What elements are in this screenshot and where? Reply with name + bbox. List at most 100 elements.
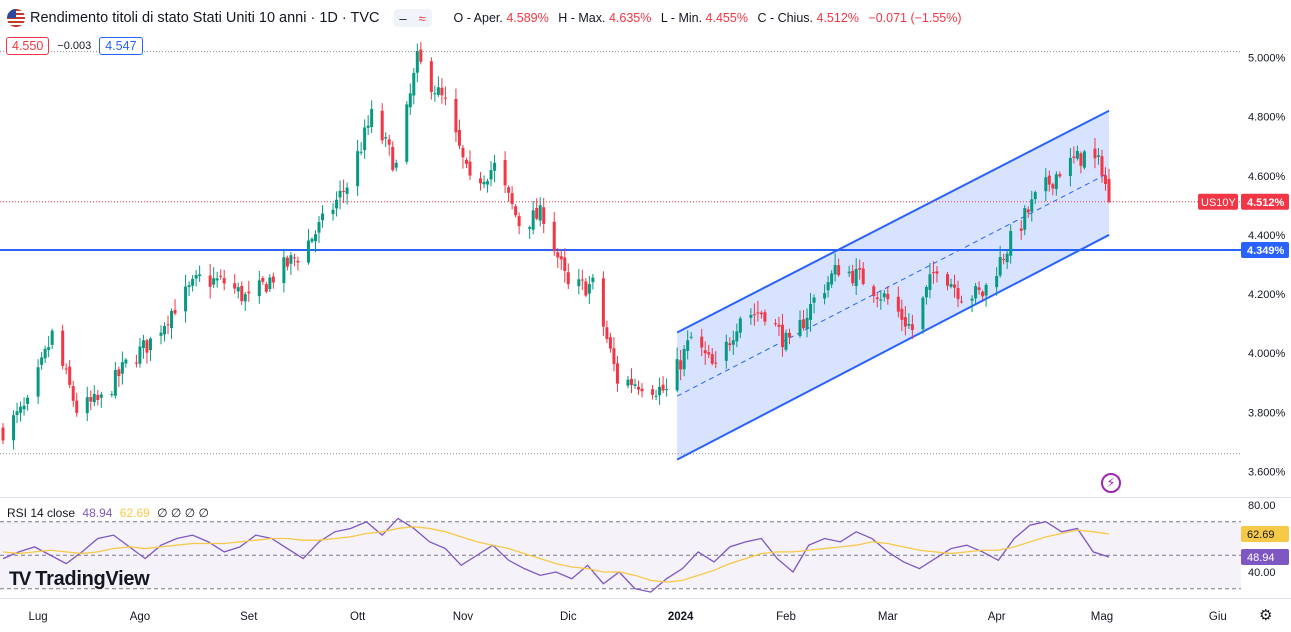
candle-body[interactable]	[285, 257, 289, 267]
candle-body[interactable]	[208, 275, 212, 287]
candle-body[interactable]	[173, 309, 177, 314]
candle-body[interactable]	[50, 330, 54, 345]
candle-body[interactable]	[977, 287, 981, 290]
candle-body[interactable]	[296, 260, 300, 263]
candle-body[interactable]	[749, 314, 753, 318]
wave-icon[interactable]: ≈	[418, 10, 426, 26]
candle-body[interactable]	[559, 256, 563, 260]
candle-body[interactable]	[113, 369, 117, 396]
candle-body[interactable]	[552, 221, 556, 252]
candle-body[interactable]	[380, 110, 384, 141]
candle-body[interactable]	[36, 367, 40, 397]
candle-body[interactable]	[22, 405, 26, 410]
candle-body[interactable]	[837, 265, 841, 276]
indicator-toggle[interactable]: – ≈	[393, 9, 432, 27]
candle-body[interactable]	[363, 127, 367, 151]
candle-body[interactable]	[71, 386, 75, 401]
candle-body[interactable]	[654, 395, 658, 397]
candle-body[interactable]	[949, 284, 953, 287]
candle-body[interactable]	[1075, 150, 1079, 159]
candle-body[interactable]	[268, 277, 272, 290]
candle-body[interactable]	[194, 275, 198, 279]
candle-body[interactable]	[443, 97, 447, 99]
candle-body[interactable]	[99, 394, 103, 398]
candle-body[interactable]	[96, 394, 100, 400]
candle-body[interactable]	[457, 129, 461, 146]
candle-body[interactable]	[587, 284, 591, 294]
candle-body[interactable]	[1051, 184, 1055, 189]
candle-body[interactable]	[651, 389, 655, 395]
candle-body[interactable]	[1058, 174, 1062, 177]
candle-body[interactable]	[1047, 175, 1051, 185]
rsi-legend[interactable]: RSI 14 close 48.94 62.69 ∅ ∅ ∅ ∅	[7, 506, 209, 520]
candle-body[interactable]	[1, 427, 5, 441]
candle-body[interactable]	[756, 312, 760, 314]
candle-body[interactable]	[710, 354, 714, 364]
candle-body[interactable]	[665, 389, 669, 391]
candle-body[interactable]	[412, 73, 416, 96]
candle-body[interactable]	[1026, 209, 1030, 213]
candle-body[interactable]	[1072, 156, 1076, 158]
candle-body[interactable]	[64, 368, 68, 370]
candle-body[interactable]	[257, 280, 261, 297]
candle-body[interactable]	[292, 257, 296, 259]
candle-body[interactable]	[896, 296, 900, 312]
candle-body[interactable]	[391, 146, 395, 171]
candle-body[interactable]	[198, 274, 202, 277]
candle-body[interactable]	[637, 386, 641, 390]
candle-body[interactable]	[222, 278, 226, 284]
candle-body[interactable]	[338, 190, 342, 198]
candle-body[interactable]	[433, 93, 437, 95]
candle-body[interactable]	[830, 273, 834, 285]
candle-body[interactable]	[823, 293, 827, 299]
buy-quote-button[interactable]: 4.547	[99, 37, 143, 55]
candle-body[interactable]	[903, 317, 907, 327]
candle-body[interactable]	[1096, 155, 1100, 157]
candle-body[interactable]	[784, 332, 788, 350]
candle-body[interactable]	[1005, 253, 1009, 263]
candle-body[interactable]	[335, 199, 339, 209]
candle-body[interactable]	[924, 287, 928, 298]
candle-body[interactable]	[247, 291, 251, 294]
candle-body[interactable]	[802, 319, 806, 329]
candle-body[interactable]	[928, 274, 932, 290]
candle-body[interactable]	[436, 87, 440, 95]
candle-body[interactable]	[851, 270, 855, 284]
candle-body[interactable]	[187, 285, 191, 288]
candle-body[interactable]	[148, 338, 152, 351]
candle-body[interactable]	[798, 320, 802, 337]
candle-body[interactable]	[1093, 148, 1097, 159]
candle-body[interactable]	[1107, 179, 1111, 202]
candle-body[interactable]	[1009, 231, 1013, 256]
candle-body[interactable]	[953, 284, 957, 288]
candle-body[interactable]	[1103, 175, 1107, 185]
candle-body[interactable]	[405, 104, 409, 162]
candle-body[interactable]	[310, 238, 314, 242]
candle-body[interactable]	[345, 187, 349, 194]
channel-lower-line[interactable]	[676, 234, 1110, 461]
candle-body[interactable]	[608, 337, 612, 349]
candle-body[interactable]	[974, 286, 978, 299]
candle-body[interactable]	[342, 190, 346, 192]
candle-body[interactable]	[359, 151, 363, 153]
candle-body[interactable]	[542, 207, 546, 224]
candle-body[interactable]	[89, 397, 93, 402]
candle-body[interactable]	[85, 397, 89, 414]
candle-body[interactable]	[166, 324, 170, 326]
candle-body[interactable]	[261, 277, 265, 282]
candle-body[interactable]	[956, 288, 960, 300]
candle-body[interactable]	[110, 394, 114, 396]
candle-body[interactable]	[626, 379, 630, 386]
candle-body[interactable]	[858, 268, 862, 270]
candle-body[interactable]	[886, 293, 890, 300]
candle-body[interactable]	[931, 272, 935, 274]
candle-body[interactable]	[408, 93, 412, 108]
candle-body[interactable]	[1068, 157, 1072, 177]
candle-body[interactable]	[163, 325, 167, 335]
candle-body[interactable]	[120, 362, 124, 374]
candle-body[interactable]	[510, 193, 514, 205]
candle-body[interactable]	[26, 397, 30, 404]
candle-body[interactable]	[935, 271, 939, 274]
candle-body[interactable]	[1100, 156, 1104, 176]
candle-body[interactable]	[777, 324, 781, 327]
